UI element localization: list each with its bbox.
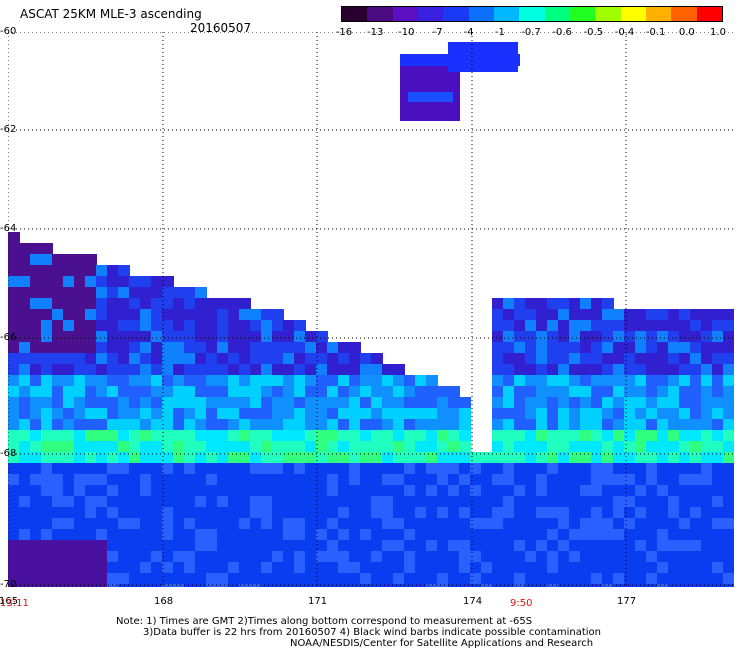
colorbar-segment <box>417 7 444 21</box>
colorbar <box>341 6 723 22</box>
map-plot <box>8 32 734 587</box>
colorbar-segment <box>595 7 621 21</box>
lon-tick-label: 174 <box>463 596 483 607</box>
colorbar-label: 0.0 <box>678 27 695 38</box>
colorbar-label: -13 <box>366 27 384 38</box>
lat-tick-label: -60 <box>0 26 17 37</box>
colorbar-label: -0.6 <box>552 27 572 38</box>
lon-tick-label: 171 <box>308 596 328 607</box>
colorbar-label: -7 <box>432 27 443 38</box>
colorbar-label: -1 <box>494 27 505 38</box>
colorbar-segment <box>696 7 722 21</box>
colorbar-segment <box>569 7 596 21</box>
colorbar-segment <box>468 7 494 21</box>
colorbar-segment <box>519 7 545 21</box>
footnote-line-2: 3)Data buffer is 22 hrs from 20160507 4)… <box>143 627 601 638</box>
colorbar-label: -0.5 <box>583 27 604 38</box>
lon-tick-label: 177 <box>617 596 637 607</box>
map-title: ASCAT 25KM MLE-3 ascending <box>20 7 202 21</box>
colorbar-segment <box>544 7 570 21</box>
colorbar-segment <box>443 7 469 21</box>
lon-tick-label: 168 <box>154 596 174 607</box>
colorbar-segment <box>493 7 520 21</box>
colorbar-label: -0.7 <box>521 27 541 38</box>
left-time-label: 13:11 <box>0 598 29 609</box>
colorbar-segment <box>671 7 697 21</box>
colorbar-label: 1.0 <box>710 27 726 38</box>
lat-tick-label: -70 <box>0 579 17 590</box>
lat-tick-label: -64 <box>0 223 17 234</box>
colorbar-label: -0.1 <box>645 27 666 38</box>
footnote-line-3: NOAA/NESDIS/Center for Satellite Applica… <box>290 638 594 649</box>
colorbar-segment <box>620 7 646 21</box>
colorbar-segment <box>392 7 418 21</box>
map-date: 20160507 <box>190 21 252 35</box>
lat-tick-label: -68 <box>0 448 17 459</box>
lat-tick-label: -62 <box>0 124 17 135</box>
colorbar-segment <box>367 7 393 21</box>
colorbar-label: -10 <box>398 27 415 38</box>
colorbar-segment <box>342 7 368 21</box>
lat-tick-label: -66 <box>0 332 17 343</box>
colorbar-segment <box>645 7 672 21</box>
footnote-line-1: Note: 1) Times are GMT 2)Times along bot… <box>116 616 533 627</box>
lon-tick-label: 165 <box>0 596 19 607</box>
right-time-label: 9:50 <box>510 598 533 609</box>
